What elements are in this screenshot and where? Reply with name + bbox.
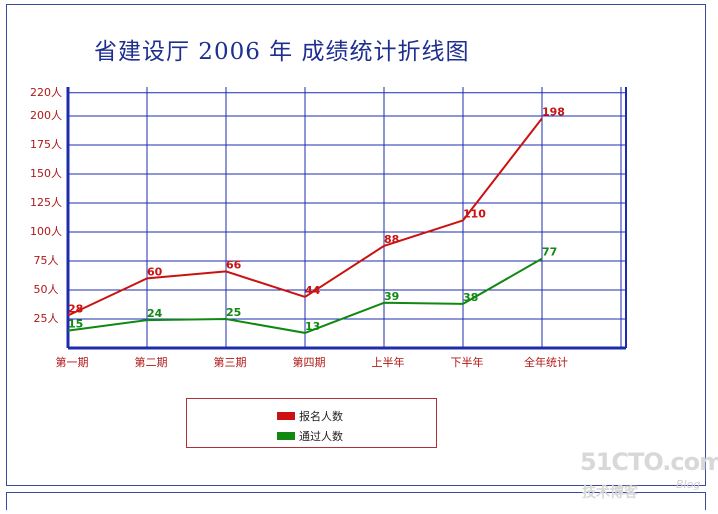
series-layer (67, 117, 543, 334)
site-watermark: 51CTO.com 技术博客 Blog (580, 446, 718, 506)
grid-layer (68, 87, 627, 348)
data-label: 66 (226, 258, 242, 271)
x-tick-label: 第一期 (56, 355, 89, 369)
legend-label-registrants: 报名人数 (299, 410, 343, 423)
series-line-registrants (67, 117, 543, 317)
legend-swatch-green (277, 432, 295, 440)
x-tick-label: 上半年 (372, 355, 405, 369)
data-label: 44 (305, 284, 321, 297)
y-tick-label: 220人 (30, 86, 62, 99)
data-label: 198 (542, 105, 565, 118)
legend-item-series-2: 通过人数 (277, 428, 343, 444)
x-tick-label: 第四期 (293, 355, 326, 369)
y-tick-label: 200人 (30, 109, 62, 122)
x-tick-label: 第三期 (214, 355, 247, 369)
data-label: 77 (542, 246, 557, 259)
y-tick-label: 150人 (30, 167, 62, 180)
data-label: 25 (226, 306, 241, 319)
x-tick-label: 下半年 (451, 355, 484, 369)
data-label: 39 (384, 290, 399, 303)
watermark-logo-text: 51CTO.com (580, 448, 718, 476)
axis-layer (66, 87, 626, 350)
y-tick-label: 50人 (34, 283, 59, 296)
data-label: 60 (147, 265, 163, 278)
legend: 报名人数 通过人数 (186, 398, 437, 448)
x-tick-label: 全年统计 (524, 355, 568, 369)
x-tick-label: 第二期 (135, 355, 168, 369)
watermark-subtitle: 技术博客 (582, 485, 638, 501)
watermark-blog: Blog (676, 478, 701, 491)
legend-label-passed: 通过人数 (299, 430, 343, 443)
series-line-passed (67, 257, 543, 334)
data-label: 88 (384, 233, 399, 246)
y-tick-label: 125人 (30, 196, 62, 209)
data-label: 24 (147, 307, 163, 320)
data-label-layer: 28 60 66 44 88 110 198 15 24 25 13 39 38 77 (68, 105, 565, 333)
y-tick-label: 100人 (30, 225, 62, 238)
bottom-strip (6, 492, 706, 510)
data-label: 15 (68, 318, 83, 331)
legend-item-series-1: 报名人数 (277, 408, 343, 424)
x-tick-layer: 第一期 第二期 第三期 第四期 上半年 下半年 全年统计 (56, 355, 569, 369)
data-label: 28 (68, 303, 83, 316)
data-label: 110 (463, 207, 486, 220)
data-label: 13 (305, 320, 320, 333)
data-label: 38 (463, 291, 478, 304)
y-tick-label: 75人 (34, 254, 59, 267)
chart-title: 省建设厅 2006 年 成绩统计折线图 (94, 39, 470, 65)
y-tick-label: 175人 (30, 138, 62, 151)
y-tick-label: 25人 (34, 312, 59, 325)
y-tick-layer: 25人 50人 75人 100人 125人 150人 175人 200人 220人 (30, 86, 62, 325)
legend-swatch-red (277, 412, 295, 420)
